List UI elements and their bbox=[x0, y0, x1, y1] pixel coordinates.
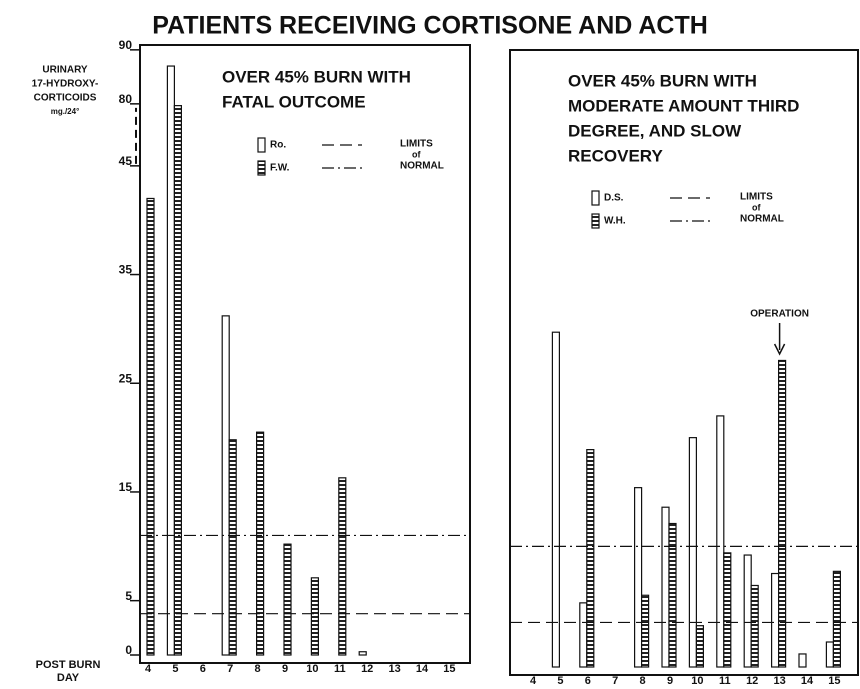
bar bbox=[743, 554, 752, 668]
x-axis-label: POST BURN bbox=[36, 659, 101, 671]
y-axis-label: 17-HYDROXY- bbox=[32, 79, 99, 90]
legend-swatch bbox=[591, 213, 600, 229]
annotation: OPERATION bbox=[750, 309, 809, 320]
x-tick-label: 9 bbox=[282, 663, 288, 675]
y-tick-label: 90 bbox=[119, 38, 133, 52]
bar bbox=[777, 359, 787, 668]
bar bbox=[221, 315, 230, 656]
legend-label: of bbox=[752, 202, 761, 212]
bar bbox=[770, 572, 780, 668]
x-tick-label: 10 bbox=[691, 675, 703, 687]
x-axis-label: DAY bbox=[57, 672, 80, 684]
x-tick-label: 10 bbox=[306, 663, 318, 675]
legend-label: of bbox=[412, 149, 421, 159]
legend-label: W.H. bbox=[604, 216, 626, 227]
y-tick-label: 25 bbox=[119, 371, 133, 385]
bar bbox=[640, 594, 650, 668]
panel-subtitle: OVER 45% BURN WITH bbox=[222, 67, 411, 86]
annotation-arrow bbox=[773, 343, 786, 356]
bar bbox=[146, 197, 155, 656]
y-tick-label: 45 bbox=[119, 154, 133, 168]
y-axis-label: CORTICOIDS bbox=[34, 93, 97, 104]
x-tick-label: 15 bbox=[828, 675, 840, 687]
bar bbox=[661, 506, 670, 668]
bar bbox=[228, 439, 237, 656]
x-tick-label: 7 bbox=[612, 675, 618, 687]
bar bbox=[173, 105, 182, 656]
panel-subtitle: RECOVERY bbox=[568, 146, 663, 165]
x-tick-label: 4 bbox=[145, 663, 152, 675]
bar bbox=[723, 552, 732, 668]
legend-label: D.S. bbox=[604, 193, 624, 204]
y-tick-label: 0 bbox=[125, 643, 132, 657]
y-axis-label: URINARY bbox=[42, 65, 88, 76]
legend-swatch bbox=[591, 190, 600, 206]
legend-label: NORMAL bbox=[400, 161, 444, 172]
y-tick-label: 5 bbox=[125, 589, 132, 603]
legend-swatch bbox=[257, 137, 266, 153]
panel-subtitle: MODERATE AMOUNT THIRD bbox=[568, 96, 799, 115]
bar bbox=[551, 331, 561, 668]
legend-label: LIMITS bbox=[740, 192, 773, 203]
legend-swatch bbox=[257, 160, 266, 176]
x-tick-label: 12 bbox=[746, 675, 758, 687]
bar bbox=[750, 584, 759, 668]
bar bbox=[688, 437, 698, 668]
legend-label: NORMAL bbox=[740, 214, 784, 225]
bar bbox=[825, 641, 835, 668]
y-axis-label: mg./24° bbox=[51, 107, 80, 116]
bar bbox=[310, 577, 319, 656]
x-tick-label: 11 bbox=[334, 663, 346, 675]
x-tick-label: 9 bbox=[667, 675, 673, 687]
x-tick-label: 13 bbox=[388, 663, 400, 675]
x-tick-label: 13 bbox=[773, 675, 785, 687]
bar bbox=[633, 487, 643, 668]
x-tick-label: 5 bbox=[557, 675, 563, 687]
chart-title: PATIENTS RECEIVING CORTISONE AND ACTH bbox=[152, 12, 708, 40]
bar bbox=[798, 653, 807, 668]
x-tick-label: 8 bbox=[640, 675, 646, 687]
bar bbox=[586, 449, 595, 668]
bar bbox=[256, 431, 265, 656]
bar bbox=[358, 651, 367, 656]
x-tick-label: 14 bbox=[416, 663, 429, 675]
x-tick-label: 4 bbox=[530, 675, 537, 687]
x-tick-label: 6 bbox=[585, 675, 591, 687]
x-tick-label: 7 bbox=[227, 663, 233, 675]
bar bbox=[166, 65, 175, 656]
bar bbox=[338, 477, 347, 656]
legend-label: Ro. bbox=[270, 140, 286, 151]
legend-label: LIMITS bbox=[400, 139, 433, 150]
bar bbox=[579, 602, 588, 668]
bar bbox=[668, 522, 677, 668]
panel-subtitle: FATAL OUTCOME bbox=[222, 92, 366, 111]
y-tick-label: 15 bbox=[119, 480, 133, 494]
legend-label: F.W. bbox=[270, 163, 290, 174]
y-tick-label: 35 bbox=[119, 263, 133, 277]
panel-subtitle: OVER 45% BURN WITH bbox=[568, 71, 757, 90]
panel-subtitle: DEGREE, AND SLOW bbox=[568, 121, 742, 140]
bar bbox=[832, 570, 842, 668]
x-tick-label: 8 bbox=[255, 663, 261, 675]
bar bbox=[716, 415, 725, 668]
x-tick-label: 5 bbox=[172, 663, 178, 675]
panel-frame bbox=[139, 44, 471, 664]
bar bbox=[695, 625, 705, 668]
x-tick-label: 6 bbox=[200, 663, 206, 675]
bar bbox=[283, 543, 292, 656]
panel-frame bbox=[509, 49, 859, 676]
y-tick-label: 80 bbox=[119, 92, 133, 106]
x-tick-label: 14 bbox=[801, 675, 814, 687]
x-tick-label: 15 bbox=[443, 663, 455, 675]
x-tick-label: 12 bbox=[361, 663, 373, 675]
x-tick-label: 11 bbox=[719, 675, 731, 687]
